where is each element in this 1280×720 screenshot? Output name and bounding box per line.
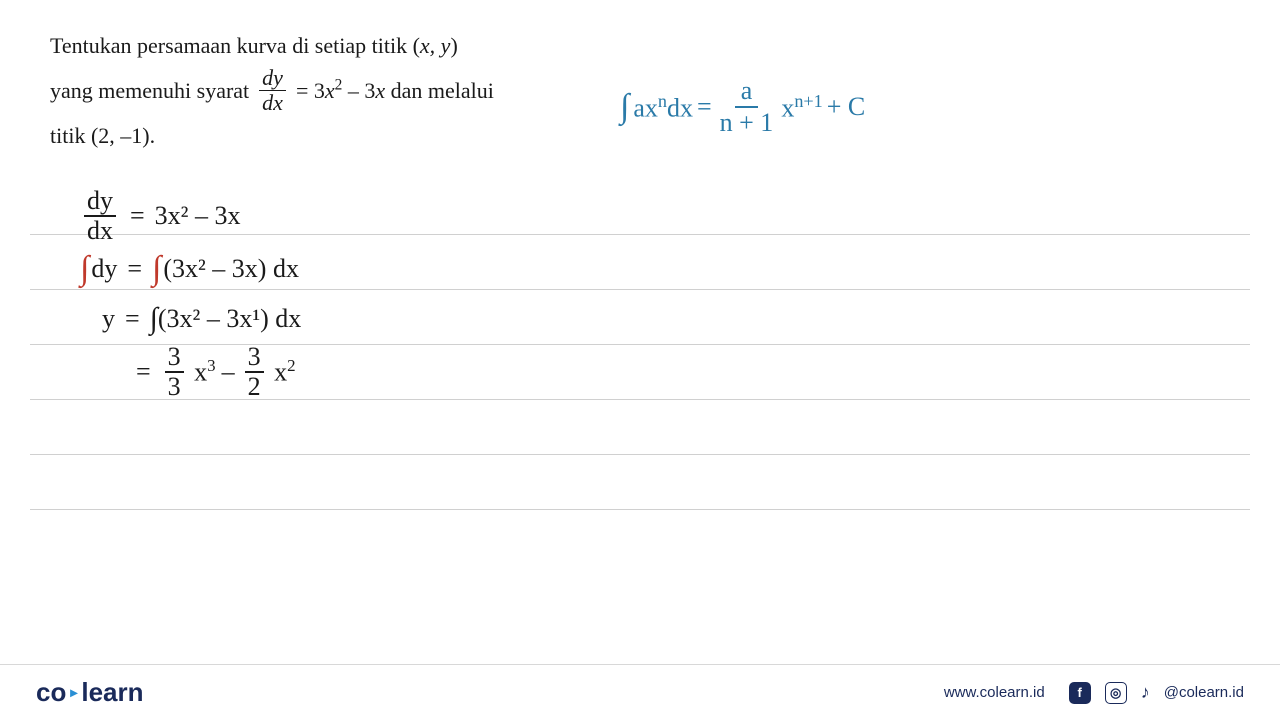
- dy: dy: [91, 254, 117, 284]
- problem-text: titik (2, –1).: [50, 118, 570, 153]
- work-row: = 3 3 x3 – 3 2 x2: [126, 344, 301, 400]
- dy-dx-handwritten: dy dx: [84, 188, 116, 244]
- work-row: dy dx = 3x² – 3x: [80, 188, 301, 244]
- problem-text: Tentukan persamaan kurva di setiap titik…: [50, 33, 420, 58]
- instagram-icon: ◎: [1105, 682, 1127, 704]
- fraction: 3 3: [165, 344, 184, 400]
- formula-lhs: axndx: [633, 91, 693, 124]
- formula-rhs: xn+1: [781, 91, 822, 124]
- logo-triangle-icon: ▸: [70, 684, 77, 701]
- fraction-denominator: n + 1: [720, 108, 774, 136]
- website-url: www.colearn.id: [944, 684, 1045, 701]
- social-handle: @colearn.id: [1164, 684, 1244, 701]
- fraction-numerator: a: [735, 78, 759, 108]
- footer-right: www.colearn.id f ◎ ♪ @colearn.id: [944, 682, 1244, 704]
- integral-symbol: ∫: [620, 93, 629, 120]
- logo-co: co: [36, 677, 66, 708]
- y-variable: y: [102, 304, 115, 334]
- footer: co ▸ learn www.colearn.id f ◎ ♪ @colearn…: [0, 664, 1280, 720]
- term: x3: [188, 356, 216, 388]
- equals-sign: =: [127, 254, 142, 284]
- expression: 3x² – 3x: [155, 201, 241, 231]
- tiktok-icon: ♪: [1141, 682, 1150, 704]
- facebook-icon: f: [1069, 682, 1091, 704]
- formula-constant: + C: [827, 92, 866, 122]
- expression: (3x² – 3x) dx: [163, 254, 299, 284]
- work-row: y = ∫ (3x² – 3x¹) dx: [102, 294, 301, 344]
- problem-text: = 3x2 – 3x dan melalui: [296, 73, 494, 108]
- fraction-numerator: dy: [259, 67, 286, 91]
- integral-formula-note: ∫ axndx = a n + 1 xn+1 + C: [620, 78, 865, 136]
- worked-solution: dy dx = 3x² – 3x ∫ dy = ∫ (3x² – 3x) dx …: [80, 188, 301, 400]
- problem-text: ): [450, 33, 457, 58]
- equals-sign: =: [136, 357, 151, 387]
- logo-learn: learn: [81, 677, 143, 708]
- problem-vars: x, y: [420, 33, 451, 58]
- problem-statement: Tentukan persamaan kurva di setiap titik…: [50, 28, 570, 153]
- colearn-logo: co ▸ learn: [36, 677, 144, 708]
- formula-fraction: a n + 1: [720, 78, 774, 136]
- equals-sign: =: [130, 201, 145, 231]
- fraction-denominator: dx: [262, 91, 283, 114]
- work-row: ∫ dy = ∫ (3x² – 3x) dx: [80, 244, 301, 294]
- equals-sign: =: [125, 304, 140, 334]
- fraction: 3 2: [245, 344, 264, 400]
- integral-symbol: ∫: [150, 302, 158, 336]
- integral-symbol-red: ∫: [80, 257, 89, 281]
- term: x2: [268, 356, 296, 388]
- expression: (3x² – 3x¹) dx: [158, 304, 301, 334]
- problem-text: yang memenuhi syarat: [50, 73, 249, 108]
- integral-symbol-red: ∫: [152, 257, 161, 281]
- dy-dx-fraction: dy dx: [259, 67, 286, 114]
- minus-sign: –: [222, 357, 235, 387]
- equals-sign: =: [697, 92, 712, 122]
